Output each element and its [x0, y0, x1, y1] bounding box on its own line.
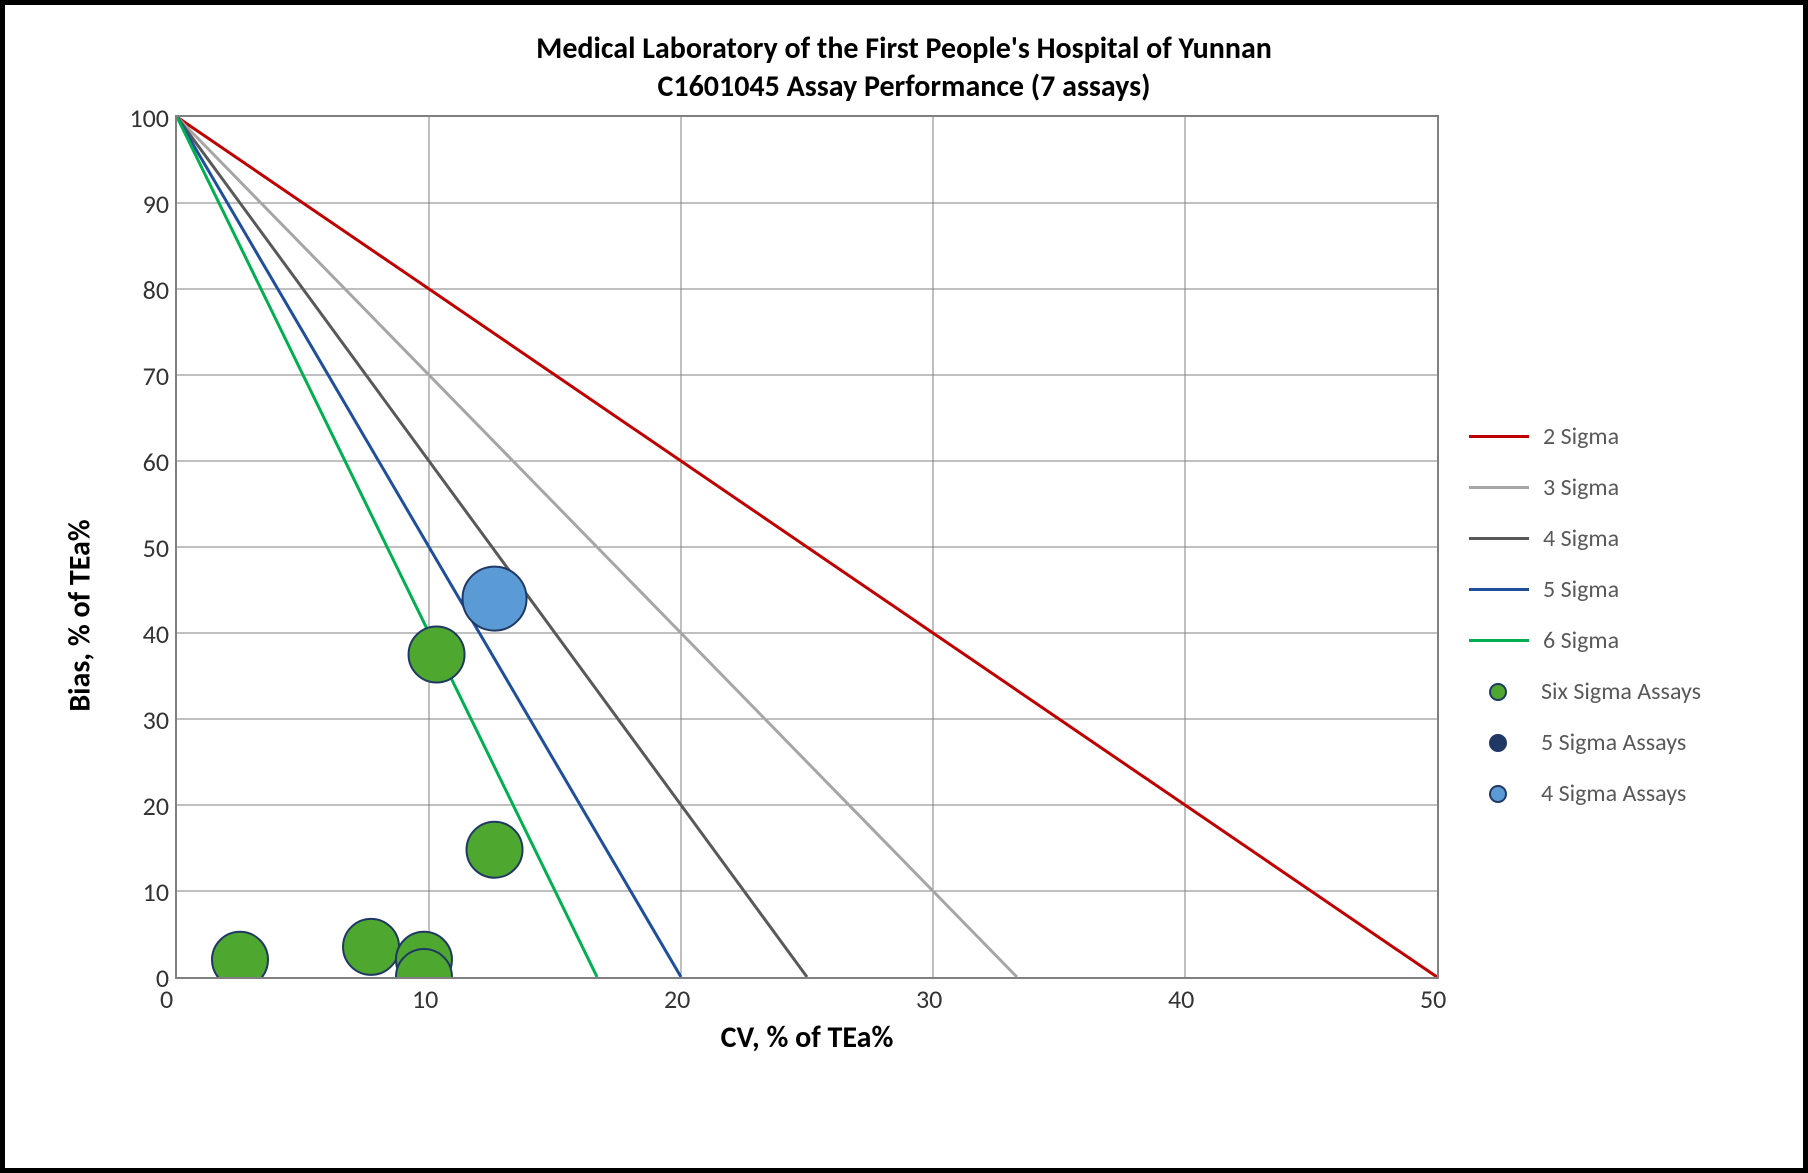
legend-item: 6 Sigma [1469, 626, 1701, 655]
legend-item: 4 Sigma Assays [1469, 779, 1701, 808]
data-point [343, 919, 399, 975]
x-tick-label: 30 [916, 983, 942, 1015]
legend-item: 3 Sigma [1469, 473, 1701, 502]
legend-item: 5 Sigma Assays [1469, 728, 1701, 757]
legend-label: 5 Sigma Assays [1541, 728, 1686, 757]
x-tick-label: 20 [664, 983, 690, 1015]
x-tick-label: 50 [1420, 983, 1446, 1015]
legend-swatch-marker [1489, 785, 1507, 803]
y-tick-label: 10 [143, 876, 169, 908]
x-tick-label: 10 [412, 983, 438, 1015]
chart-title-line1: Medical Laboratory of the First People's… [45, 30, 1763, 68]
y-axis-label-col: Bias, % of TEa% [45, 115, 115, 1115]
chart-title-line2: C1601045 Assay Performance (7 assays) [45, 68, 1763, 106]
legend-swatch-line [1469, 588, 1529, 591]
y-tick-label: 70 [143, 360, 169, 392]
legend-swatch-marker [1489, 734, 1507, 752]
y-tick-label: 90 [143, 188, 169, 220]
plot-area [175, 115, 1439, 979]
data-point [463, 567, 527, 631]
y-tick-label: 100 [129, 102, 169, 134]
y-tick-label: 40 [143, 618, 169, 650]
legend-label: 4 Sigma Assays [1541, 779, 1686, 808]
x-tick-label: 0 [160, 983, 173, 1015]
data-point [467, 822, 523, 878]
legend-label: 2 Sigma [1543, 422, 1619, 451]
legend-swatch-marker [1489, 683, 1507, 701]
legend-label: 6 Sigma [1543, 626, 1619, 655]
legend-column: 2 Sigma 3 Sigma 4 Sigma 5 Sigma 6 Sigma Six S… [1439, 115, 1763, 1115]
y-axis-label: Bias, % of TEa% [62, 519, 99, 711]
legend-label: 5 Sigma [1543, 575, 1619, 604]
data-point [409, 627, 465, 683]
y-tick-label: 20 [143, 790, 169, 822]
y-tick-label: 30 [143, 704, 169, 736]
chart-title: Medical Laboratory of the First People's… [45, 30, 1763, 105]
legend-swatch-line [1469, 639, 1529, 642]
legend-label: Six Sigma Assays [1541, 677, 1701, 706]
plot-column: 01020304050 CV, % of TEa% [175, 115, 1439, 1115]
y-tick-label: 80 [143, 274, 169, 306]
chart-content: Bias, % of TEa% 0102030405060708090100 0… [45, 115, 1763, 1115]
legend-label: 4 Sigma [1543, 524, 1619, 553]
legend: 2 Sigma 3 Sigma 4 Sigma 5 Sigma 6 Sigma Six S… [1469, 422, 1701, 808]
legend-item: Six Sigma Assays [1469, 677, 1701, 706]
legend-swatch-line [1469, 486, 1529, 489]
y-tick-label: 50 [143, 532, 169, 564]
x-tick-label: 40 [1168, 983, 1194, 1015]
legend-item: 4 Sigma [1469, 524, 1701, 553]
y-axis-ticks: 0102030405060708090100 [115, 115, 175, 975]
data-point [212, 932, 268, 977]
legend-label: 3 Sigma [1543, 473, 1619, 502]
figure-outer: Medical Laboratory of the First People's… [0, 0, 1808, 1173]
legend-swatch-line [1469, 537, 1529, 540]
y-tick-label: 60 [143, 446, 169, 478]
legend-item: 5 Sigma [1469, 575, 1701, 604]
x-axis-label: CV, % of TEa% [175, 1019, 1439, 1056]
legend-item: 2 Sigma [1469, 422, 1701, 451]
plot-svg [177, 117, 1437, 977]
x-axis-ticks: 01020304050 [175, 979, 1435, 1019]
legend-swatch-line [1469, 435, 1529, 438]
